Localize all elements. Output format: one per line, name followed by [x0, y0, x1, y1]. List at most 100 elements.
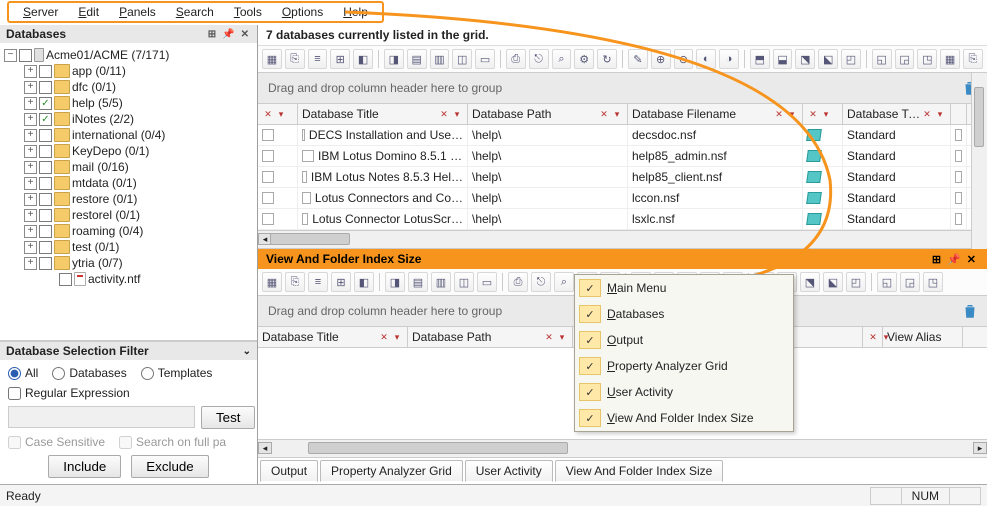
tree-folder[interactable]: +dfc (0/1)	[22, 79, 255, 95]
toolbar-button[interactable]: ⊕	[651, 49, 671, 69]
tree-checkbox[interactable]: ✓	[39, 97, 52, 110]
database-tree[interactable]: − Acme01/ACME (7/171) +app (0/11)+dfc (0…	[0, 43, 257, 323]
tree-folder[interactable]: +roaming (0/4)	[22, 223, 255, 239]
toolbar-button[interactable]: ◫	[452, 49, 472, 69]
trash-icon[interactable]	[959, 300, 981, 322]
toolbar-button[interactable]: ⎘	[285, 272, 305, 292]
toolbar-button[interactable]: ◳	[917, 49, 937, 69]
col-path[interactable]: Database Path	[472, 107, 551, 121]
toolbar-button[interactable]: ⌕	[554, 272, 574, 292]
tree-folder[interactable]: +restorel (0/1)	[22, 207, 255, 223]
tree-checkbox[interactable]	[39, 225, 52, 238]
toolbar-button[interactable]: ≡	[308, 49, 328, 69]
toolbar-button[interactable]: ⬔	[800, 272, 820, 292]
menu-tools[interactable]: Tools	[224, 3, 272, 21]
tree-checkbox[interactable]	[39, 161, 52, 174]
table-row[interactable]: IBM Lotus Notes 8.5.3 Hel…\help\help85_c…	[258, 167, 987, 188]
expand-icon[interactable]: +	[24, 161, 37, 174]
tree-file[interactable]: activity.ntf	[42, 271, 255, 287]
menu-search[interactable]: Search	[166, 3, 224, 21]
toolbar-button[interactable]: ▦	[262, 272, 282, 292]
tree-folder[interactable]: +app (0/11)	[22, 63, 255, 79]
case-checkbox[interactable]: Case Sensitive	[8, 435, 105, 449]
include-button[interactable]: Include	[48, 455, 121, 478]
toolbar-button[interactable]: ◰	[846, 272, 866, 292]
toolbar-button[interactable]: ⎙	[506, 49, 526, 69]
panel-pin-icon[interactable]: 📌	[944, 254, 964, 266]
toolbar-button[interactable]: ⎋	[529, 49, 549, 69]
toolbar-button[interactable]: ⎙	[508, 272, 528, 292]
ctx-item[interactable]: ✓Output	[575, 327, 793, 353]
tab[interactable]: User Activity	[465, 460, 553, 482]
filter-panel-title[interactable]: Database Selection Filter ⌄	[0, 342, 257, 360]
toolbar-button[interactable]: ◱	[877, 272, 897, 292]
tree-folder[interactable]: +mtdata (0/1)	[22, 175, 255, 191]
toolbar-button[interactable]: ↻	[597, 49, 617, 69]
toolbar-button[interactable]: ▤	[407, 49, 427, 69]
tree-checkbox[interactable]	[39, 241, 52, 254]
toolbar-button[interactable]: ◳	[923, 272, 943, 292]
toolbar-button[interactable]: ▦	[262, 49, 282, 69]
panel-pin-icon[interactable]: 📌	[220, 29, 236, 40]
tree-checkbox[interactable]	[39, 257, 52, 270]
menu-server[interactable]: SServererver	[13, 3, 68, 21]
toolbar-button[interactable]: ⊖	[674, 49, 694, 69]
toolbar-button[interactable]: ⬒	[750, 49, 770, 69]
tree-root[interactable]: − Acme01/ACME (7/171)	[2, 47, 255, 63]
filter-text-input[interactable]	[8, 406, 195, 428]
col-filename[interactable]: Database Filename	[632, 107, 736, 121]
toolbar-button[interactable]: ◐	[696, 49, 716, 69]
row-checkbox[interactable]	[262, 213, 274, 225]
panel-grid-icon[interactable]: ⊞	[929, 254, 944, 266]
table-row[interactable]: Lotus Connector LotusScr…\help\lsxlc.nsf…	[258, 209, 987, 230]
filter-icon[interactable]: ▾	[275, 108, 287, 120]
ctx-item[interactable]: ✓User Activity	[575, 379, 793, 405]
toolbar-button[interactable]: ⎋	[531, 272, 551, 292]
expand-icon[interactable]: +	[24, 129, 37, 142]
row-checkbox[interactable]	[262, 129, 274, 141]
toolbar-button[interactable]: ◨	[384, 49, 404, 69]
row-checkbox[interactable]	[262, 192, 274, 204]
tree-folder[interactable]: +KeyDepo (0/1)	[22, 143, 255, 159]
tree-folder[interactable]: +restore (0/1)	[22, 191, 255, 207]
tree-checkbox[interactable]	[39, 129, 52, 142]
tree-checkbox[interactable]	[39, 81, 52, 94]
vscrollbar[interactable]	[971, 73, 987, 249]
radio-templates[interactable]: Templates	[141, 366, 213, 380]
expand-icon[interactable]: +	[24, 241, 37, 254]
col-type[interactable]: Database Type	[847, 107, 921, 121]
tree-checkbox[interactable]	[39, 193, 52, 206]
scroll-thumb[interactable]	[270, 233, 350, 245]
tab[interactable]: View And Folder Index Size	[555, 460, 724, 482]
toolbar-button[interactable]: ⎘	[285, 49, 305, 69]
toolbar-button[interactable]: ▥	[430, 49, 450, 69]
toolbar-button[interactable]: ▤	[408, 272, 428, 292]
database-grid[interactable]: ✕▾ Database Title✕▾ Database Path✕▾ Data…	[258, 104, 987, 249]
tree-checkbox[interactable]	[39, 177, 52, 190]
toolbar-button[interactable]: ▥	[431, 272, 451, 292]
ctx-item[interactable]: ✓Databases	[575, 301, 793, 327]
radio-all[interactable]: All	[8, 366, 38, 380]
exclude-button[interactable]: Exclude	[131, 455, 208, 478]
idx-col-alias[interactable]: View Alias	[887, 330, 941, 344]
idx-col-title[interactable]: Database Title	[262, 330, 339, 344]
col-title[interactable]: Database Title	[302, 107, 379, 121]
expand-icon[interactable]: −	[4, 49, 17, 62]
filter-icon[interactable]: ✕	[262, 108, 274, 120]
hscrollbar[interactable]: ◂ ▸	[258, 439, 987, 457]
toolbar-button[interactable]: ◨	[385, 272, 405, 292]
radio-databases[interactable]: Databases	[52, 366, 126, 380]
idx-col-path[interactable]: Database Path	[412, 330, 491, 344]
expand-icon[interactable]: +	[24, 257, 37, 270]
expand-icon[interactable]: +	[24, 225, 37, 238]
tree-folder[interactable]: +✓iNotes (2/2)	[22, 111, 255, 127]
toolbar-button[interactable]: ⬔	[795, 49, 815, 69]
tree-folder[interactable]: +✓help (5/5)	[22, 95, 255, 111]
row-checkbox[interactable]	[262, 150, 274, 162]
ctx-item[interactable]: ✓Main Menu	[575, 275, 793, 301]
toolbar-button[interactable]: ⊞	[331, 272, 351, 292]
table-row[interactable]: IBM Lotus Domino 8.5.1 …\help\help85_adm…	[258, 146, 987, 167]
toolbar-button[interactable]: ⌕	[552, 49, 572, 69]
panel-close-icon[interactable]: ✕	[964, 254, 979, 266]
test-button[interactable]: Test	[201, 406, 255, 429]
